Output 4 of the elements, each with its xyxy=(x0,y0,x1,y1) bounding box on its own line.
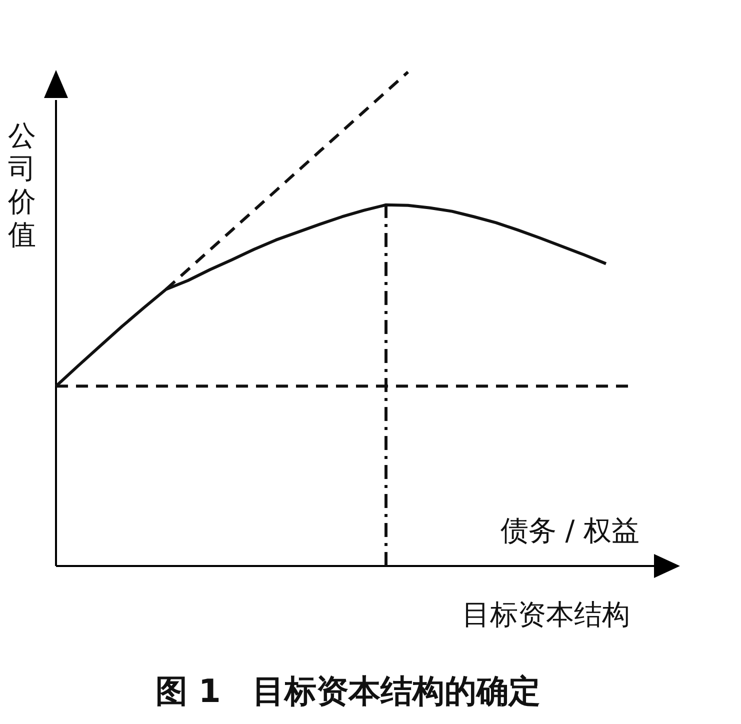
annotation: 目标资本结构 xyxy=(462,598,630,631)
title: 图 1 目标资本结构的确定 xyxy=(155,672,541,710)
ylabel: 公司价值 xyxy=(8,119,36,251)
xlabel: 债务 / 权益 xyxy=(500,514,640,547)
